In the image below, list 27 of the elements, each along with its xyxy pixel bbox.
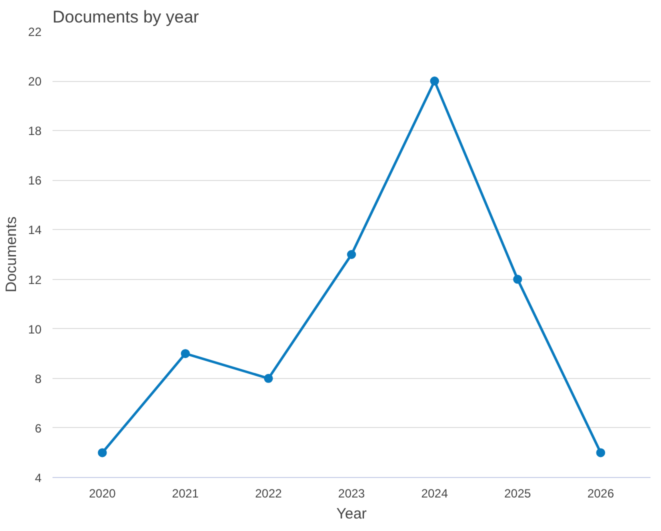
point [513,274,522,284]
point [347,250,356,259]
x-axis-title: Year [336,506,367,522]
y-tick-label: 8 [34,372,42,386]
point [180,349,190,358]
y-tick-label: 16 [28,174,42,188]
y-tick-label: 4 [34,471,42,485]
x-tick-label: 2024 [421,486,448,500]
y-tick-label: 12 [28,272,42,287]
x-tick-label: 2023 [338,486,366,500]
y-axis-title: Documents [3,216,20,292]
chart-title: Documents by year [52,8,200,26]
x-tick-label: 2026 [587,486,614,500]
y-tick-label: 6 [34,421,42,436]
y-tick-label: 14 [28,223,42,238]
point [430,76,440,86]
y-tick-label: 18 [28,124,42,138]
point [596,448,606,458]
y-tick-label: 20 [28,74,42,89]
point [264,374,273,383]
y-tick-label: 10 [28,322,42,336]
x-tick-label: 2022 [255,486,282,500]
x-tick-label: 2021 [172,486,200,500]
x-tick-label: 2020 [88,486,116,500]
y-tick-label: 22 [28,25,42,39]
point [98,448,107,458]
x-tick-label: 2025 [504,486,532,500]
